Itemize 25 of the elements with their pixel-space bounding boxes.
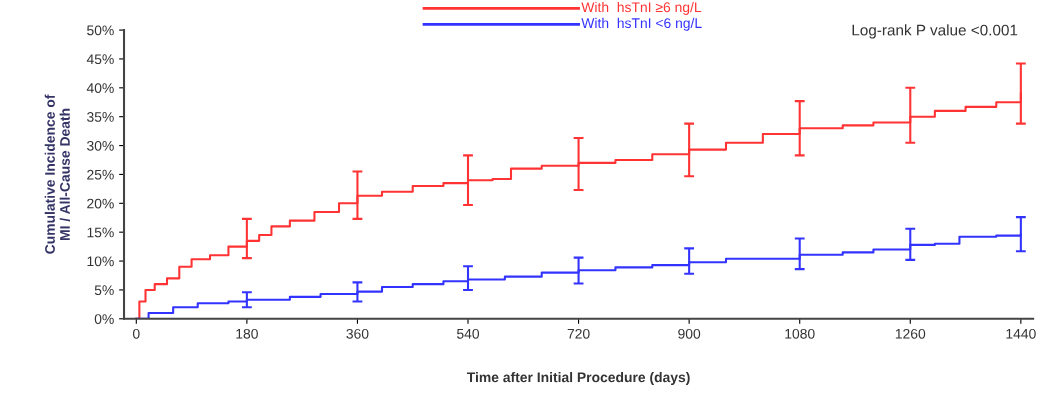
y-tick-label: 20% <box>87 198 114 209</box>
y-tick-label: 40% <box>86 83 114 93</box>
y-tick-label: 45% <box>86 54 114 65</box>
y-tick-label: 5% <box>94 285 114 296</box>
x-tick-label: 900 <box>678 328 701 339</box>
x-tick-label: 540 <box>456 328 480 339</box>
x-tick-label: 720 <box>567 328 590 339</box>
x-tick-label: 180 <box>236 328 258 339</box>
y-tick-label: 50% <box>87 25 114 36</box>
text: With hsTnI <6 ng/L <box>581 17 702 31</box>
y-axis-title: Cumulative Incidence of MI / All-Cause Death <box>44 94 71 254</box>
x-tick-label: 1260 <box>895 328 926 339</box>
y-tick-label: 35% <box>87 112 114 122</box>
y-tick-label: 25% <box>87 169 114 180</box>
x-axis-title: Time after Initial Procedure (days) <box>466 372 690 385</box>
x-tick-label: 1080 <box>785 328 815 339</box>
y-tick-label: 10% <box>87 256 114 267</box>
y-tick-label: 30% <box>87 140 114 151</box>
x-tick-label: 0 <box>132 328 140 339</box>
x-tick-label: 1440 <box>1006 328 1036 339</box>
y-tick-label: 0% <box>94 314 114 324</box>
x-tick-label: 360 <box>346 328 369 339</box>
annotation: Log-rank P value <0.001 <box>852 24 1018 39</box>
y-tick-label: 15% <box>87 227 114 238</box>
text: With hsTnI ≥6 ng/L <box>581 1 702 15</box>
